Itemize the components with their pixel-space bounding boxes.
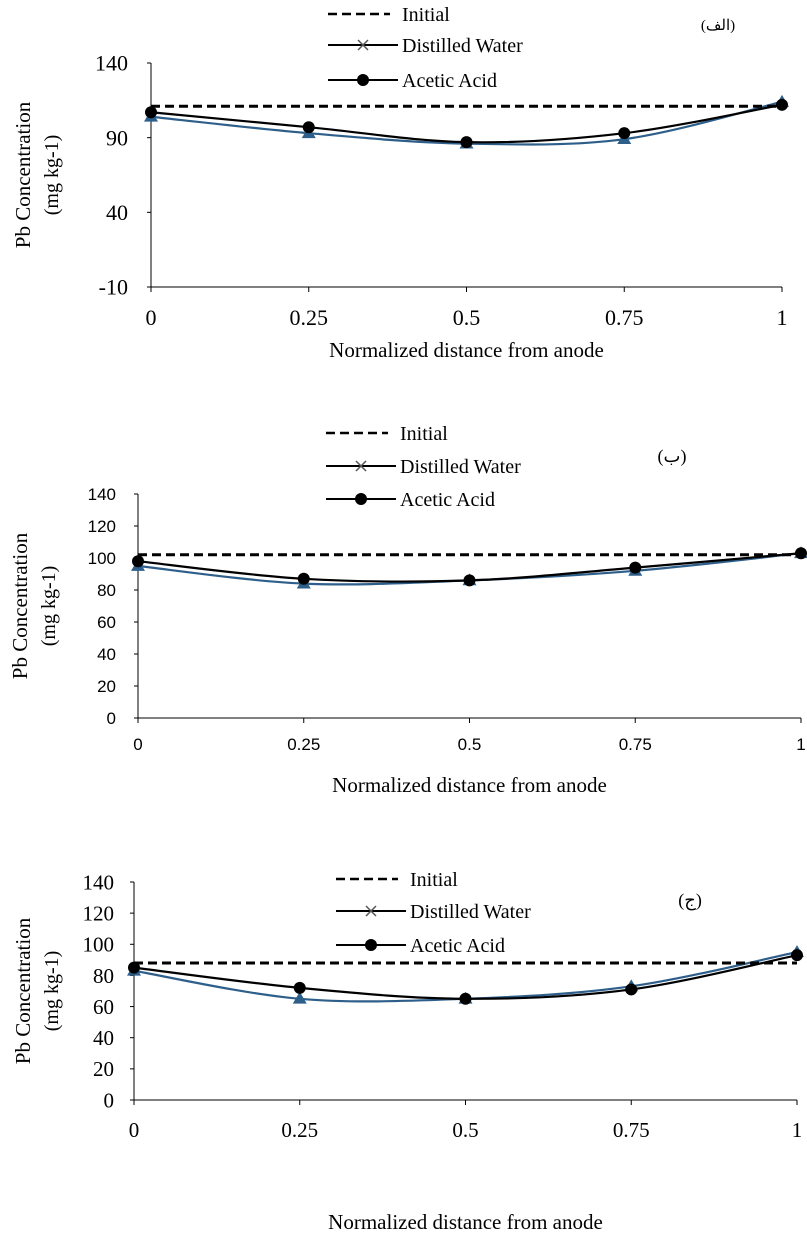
legend-label: Initial: [410, 869, 458, 891]
acetic-acid-point: [625, 983, 638, 996]
acetic-acid-point: [795, 547, 807, 560]
acetic-acid-point: [302, 121, 315, 134]
legend-label: Distilled Water: [400, 456, 521, 478]
legend-label: Distilled Water: [402, 35, 523, 57]
acetic-acid-point: [293, 981, 306, 994]
x-axis-title: Normalized distance from anode: [328, 1210, 603, 1234]
legend-label: Initial: [400, 423, 448, 445]
acetic-acid-point: [629, 561, 642, 574]
y-tick-label: 140: [83, 870, 115, 894]
y-tick-label: 100: [88, 549, 116, 568]
y-tick-label: 20: [93, 1057, 114, 1081]
x-tick-label: 0: [129, 1118, 140, 1142]
y-tick-label: 40: [97, 645, 116, 664]
acetic-acid-point: [132, 555, 144, 568]
acetic-acid-point: [145, 106, 157, 119]
acetic-acid-point: [128, 961, 140, 974]
x-tick-label: 1: [777, 305, 788, 330]
y-axis-title-line1: Pb Concentration: [11, 917, 35, 1064]
x-tick-label: 1: [792, 1118, 803, 1142]
legend-label: Acetic Acid: [402, 70, 497, 92]
y-tick-label: 90: [106, 125, 128, 150]
y-tick-label: -10: [99, 275, 128, 300]
y-tick-label: 40: [93, 1026, 114, 1050]
legend-x-marker: [355, 460, 367, 472]
y-axis-title-line1: Pb Concentration: [8, 532, 32, 679]
y-tick-label: 120: [88, 517, 116, 536]
legend-label: Acetic Acid: [410, 935, 505, 957]
x-tick-label: 0.25: [287, 735, 320, 754]
y-tick-label: 80: [93, 964, 114, 988]
y-tick-label: 80: [97, 581, 116, 600]
y-tick-label: 100: [83, 933, 115, 957]
x-tick-label: 0.25: [290, 305, 329, 330]
y-tick-label: 60: [97, 613, 116, 632]
y-tick-label: 60: [93, 995, 114, 1019]
y-tick-label: 140: [88, 485, 116, 504]
acetic-acid-point: [463, 574, 476, 587]
legend-circle-marker: [365, 939, 377, 951]
x-tick-label: 0.5: [453, 305, 481, 330]
x-axis-title: Normalized distance from anode: [329, 338, 604, 362]
x-tick-label: 1: [796, 735, 805, 754]
legend-circle-marker: [357, 74, 369, 86]
y-axis-title-line2: (mg kg-1): [41, 135, 63, 216]
acetic-acid-point: [460, 136, 473, 149]
x-axis-title: Normalized distance from anode: [332, 773, 607, 797]
y-tick-label: 0: [104, 1088, 115, 1112]
x-tick-label: 0.5: [458, 735, 482, 754]
legend-label: Acetic Acid: [400, 489, 495, 511]
y-axis-title-line1: Pb Concentration: [11, 101, 35, 248]
x-tick-label: 0.75: [605, 305, 644, 330]
y-tick-label: 140: [95, 51, 128, 76]
panel-label: (ج): [678, 890, 702, 911]
legend-circle-marker: [355, 493, 367, 505]
acetic-acid-point: [297, 572, 310, 585]
x-tick-label: 0: [133, 735, 142, 754]
acetic-acid-point: [791, 949, 803, 962]
y-axis-title-line2: (mg kg-1): [38, 566, 60, 647]
x-tick-label: 0.25: [281, 1118, 318, 1142]
acetic-acid-point: [459, 992, 472, 1005]
distilled-water-point: [292, 991, 307, 1004]
y-tick-label: 40: [106, 200, 128, 225]
x-tick-label: 0.75: [619, 735, 652, 754]
acetic-acid-point: [618, 127, 631, 140]
y-tick-label: 20: [97, 677, 116, 696]
chart-panel-2: 0 20 40 60 80 100 120 140 0 0.25 0.5 0.75 1 Normalize…: [8, 423, 807, 797]
chart-panel-1: -10 40 90 140 0 0.25 0.5 0.75 1 Normalized distan…: [11, 4, 789, 362]
panel-label: (الف): [701, 18, 735, 34]
y-tick-label: 120: [83, 901, 115, 925]
y-tick-label: 0: [107, 709, 116, 728]
x-tick-label: 0: [146, 305, 157, 330]
legend-x-marker: [357, 39, 369, 51]
x-tick-label: 0.75: [613, 1118, 650, 1142]
panel-label: (ب): [658, 446, 687, 467]
x-tick-label: 0.5: [452, 1118, 478, 1142]
legend-x-marker: [365, 905, 377, 917]
legend-label: Distilled Water: [410, 901, 531, 923]
chart-panel-3: 0 20 40 60 80 100 120 140 0 0.25 0.5 0.75 1 Normalize…: [11, 869, 804, 1234]
y-axis-title-line2: (mg kg-1): [41, 951, 63, 1032]
legend-label: Initial: [402, 4, 450, 26]
